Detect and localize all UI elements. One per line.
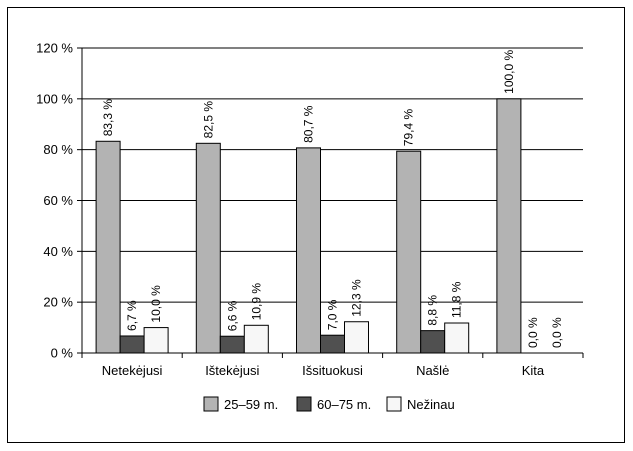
legend: 25–59 m. 60–75 m. Nežinau (203, 396, 455, 412)
bar (243, 324, 269, 354)
bar (420, 330, 446, 354)
data-label: 0,0 % (550, 317, 564, 348)
bar (119, 335, 145, 354)
bar (444, 322, 470, 354)
data-label: 82,5 % (201, 101, 215, 139)
bar (320, 334, 345, 354)
x-tick-labels: Netekėjusi Ištekėjusi Išsituokusi Našlė Kita (102, 363, 545, 378)
data-label: 79,4 % (402, 109, 416, 147)
x-tick-label: Ištekėjusi (205, 363, 259, 378)
bar (95, 140, 121, 354)
x-tick-label: Išsituokusi (302, 363, 363, 378)
legend-swatch (203, 396, 219, 412)
data-labels: 83,3 % 6,7 % 10,0 % 82,5 % 6,6 % 10,9 % 80,7 %… (101, 49, 564, 348)
bar (344, 321, 369, 354)
data-label: 83,3 % (101, 99, 115, 137)
bar (219, 335, 245, 354)
data-label: 11,8 % (450, 281, 464, 318)
legend-label: 25–59 m. (224, 397, 278, 412)
bar (296, 147, 321, 354)
legend-swatch (296, 396, 312, 412)
bar (496, 98, 522, 354)
legend-label: Nežinau (407, 397, 455, 412)
data-label: 12,3 % (350, 279, 364, 317)
y-tick-labels: 0 % 20 % 40 % 60 % 80 % 100 % 120 % (36, 41, 73, 361)
y-tick-label: 0 % (51, 346, 74, 361)
bar (396, 150, 422, 354)
data-label: 80,7 % (302, 105, 316, 143)
data-label: 6,6 % (225, 300, 239, 331)
data-label: 8,8 % (426, 295, 440, 326)
y-tick-label: 20 % (43, 295, 73, 310)
data-label: 7,0 % (326, 299, 340, 330)
data-label: 6,7 % (125, 300, 139, 331)
axes (77, 47, 584, 358)
y-tick-label: 40 % (43, 244, 73, 259)
data-label: 0,0 % (526, 317, 540, 348)
y-tick-label: 80 % (43, 142, 73, 157)
bar (195, 142, 221, 354)
x-tick-label: Kita (522, 363, 545, 378)
legend-label: 60–75 m. (317, 397, 371, 412)
x-tick-label: Našlė (416, 363, 449, 378)
legend-swatch (386, 396, 402, 412)
x-tick-label: Netekėjusi (102, 363, 163, 378)
data-label: 100,0 % (502, 49, 516, 93)
y-tick-label: 120 % (36, 41, 73, 56)
bar (143, 327, 169, 354)
data-label: 10,0 % (149, 285, 163, 323)
y-tick-label: 100 % (36, 91, 73, 106)
data-label: 10,9 % (249, 283, 263, 321)
y-tick-label: 60 % (43, 193, 73, 208)
